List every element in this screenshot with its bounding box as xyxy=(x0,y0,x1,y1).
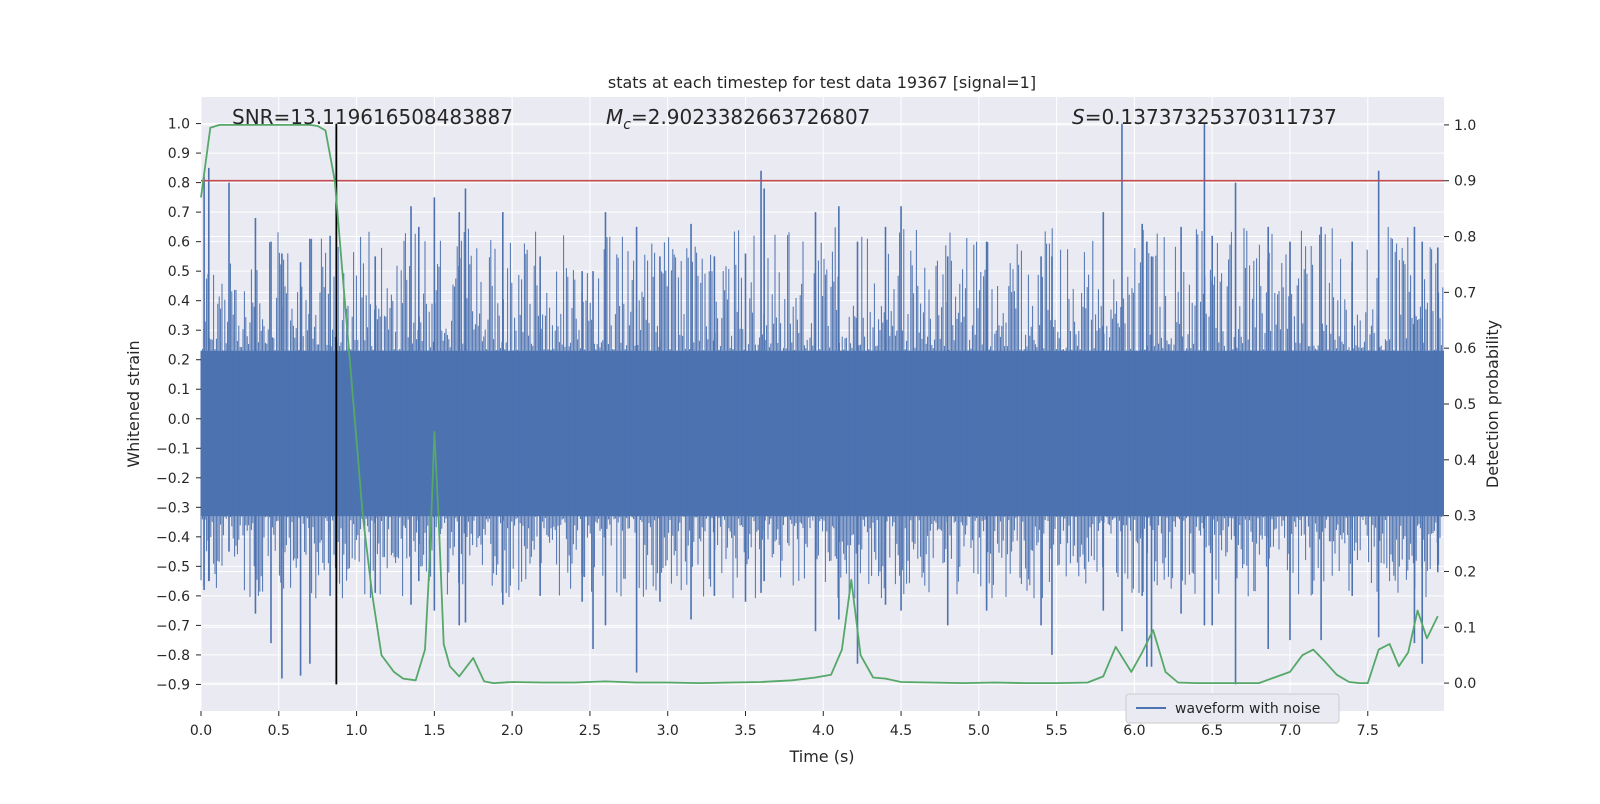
chirp-mass-symbol: M xyxy=(606,105,623,129)
left-y-tick-label: −0.2 xyxy=(156,471,190,487)
x-tick-label: 3.5 xyxy=(734,723,756,739)
legend-label: waveform with noise xyxy=(1175,701,1320,717)
right-y-tick-label: 0.6 xyxy=(1454,341,1476,357)
left-y-tick-label: 0.4 xyxy=(168,294,190,310)
s-annotation: S=0.13737325370311737 xyxy=(1072,105,1337,129)
right-y-tick-label: 0.5 xyxy=(1454,397,1476,413)
x-tick-label: 1.5 xyxy=(423,723,445,739)
left-y-axis-label: Whitened strain xyxy=(124,340,143,467)
left-y-tick-label: 0.6 xyxy=(168,235,190,251)
legend: waveform with noise xyxy=(1125,693,1340,724)
x-tick-label: 5.5 xyxy=(1045,723,1067,739)
left-y-tick-label: 0.3 xyxy=(168,323,190,339)
left-y-tick-label: −0.4 xyxy=(156,530,190,546)
left-y-axis: 1.0 0.9 0.8 0.7 0.6 0.5 0.4 0.3 0.2 0.1 0.0 −0.1 −0.… xyxy=(156,117,201,693)
x-tick-label: 7.5 xyxy=(1357,723,1379,739)
x-tick-label: 4.5 xyxy=(890,723,912,739)
x-tick-label: 4.0 xyxy=(812,723,834,739)
chirp-mass-annotation: Mc=2.9023382663726807 xyxy=(606,105,870,133)
left-y-tick-label: −0.1 xyxy=(156,441,190,457)
right-y-tick-label: 0.2 xyxy=(1454,564,1476,580)
right-y-tick-label: 0.3 xyxy=(1454,509,1476,525)
left-y-tick-label: −0.5 xyxy=(156,559,190,575)
right-y-tick-label: 1.0 xyxy=(1454,118,1476,134)
x-tick-label: 6.0 xyxy=(1123,723,1145,739)
left-y-tick-label: −0.3 xyxy=(156,500,190,516)
right-y-tick-label: 0.8 xyxy=(1454,230,1476,246)
x-tick-label: 7.0 xyxy=(1279,723,1301,739)
probability-line xyxy=(200,124,1439,684)
right-y-tick-label: 0.7 xyxy=(1454,285,1476,301)
right-y-tick-label: 0.0 xyxy=(1454,676,1476,692)
x-tick-label: 6.5 xyxy=(1201,723,1223,739)
x-tick-label: 0.5 xyxy=(268,723,290,739)
left-y-tick-label: 0.8 xyxy=(168,176,190,192)
chirp-mass-subscript: c xyxy=(623,117,631,133)
legend-box xyxy=(1125,693,1340,724)
x-tick-label: 2.5 xyxy=(579,723,601,739)
waveform-series xyxy=(200,227,1444,599)
s-symbol: S xyxy=(1072,105,1085,129)
right-y-axis-label: Detection probability xyxy=(1483,320,1502,488)
left-y-tick-label: 0.1 xyxy=(168,382,190,398)
left-y-tick-label: 0.0 xyxy=(168,412,190,428)
x-tick-label: 3.0 xyxy=(657,723,679,739)
left-y-tick-label: −0.7 xyxy=(156,618,190,634)
probability-series xyxy=(200,124,1439,684)
right-y-tick-label: 0.4 xyxy=(1454,453,1476,469)
left-y-tick-label: 0.5 xyxy=(168,264,190,280)
right-y-axis: 1.0 0.9 0.8 0.7 0.6 0.5 0.4 0.3 0.2 0.1 0.0 xyxy=(1444,118,1476,692)
left-y-tick-label: 0.2 xyxy=(168,353,190,369)
chirp-mass-value: =2.9023382663726807 xyxy=(631,105,870,129)
right-y-tick-label: 0.9 xyxy=(1454,174,1476,190)
left-y-tick-label: −0.8 xyxy=(156,648,190,664)
x-tick-label: 5.0 xyxy=(968,723,990,739)
snr-annotation: SNR=13.119616508483887 xyxy=(232,105,513,129)
left-y-tick-label: −0.9 xyxy=(156,677,190,693)
x-tick-label: 1.0 xyxy=(345,723,367,739)
left-y-tick-label: 0.9 xyxy=(168,146,190,162)
x-tick-label: 0.0 xyxy=(190,723,212,739)
x-tick-label: 2.0 xyxy=(501,723,523,739)
left-y-tick-label: −0.6 xyxy=(156,589,190,605)
s-value: =0.13737325370311737 xyxy=(1085,105,1337,129)
right-y-tick-label: 0.1 xyxy=(1454,620,1476,636)
left-y-tick-label: 0.7 xyxy=(168,205,190,221)
chart-title: stats at each timestep for test data 193… xyxy=(608,73,1036,92)
waveform-noise-texture xyxy=(200,227,1444,599)
waveform-spikes xyxy=(203,123,1439,685)
left-y-tick-label: 1.0 xyxy=(168,117,190,133)
x-axis-label: Time (s) xyxy=(788,747,854,766)
